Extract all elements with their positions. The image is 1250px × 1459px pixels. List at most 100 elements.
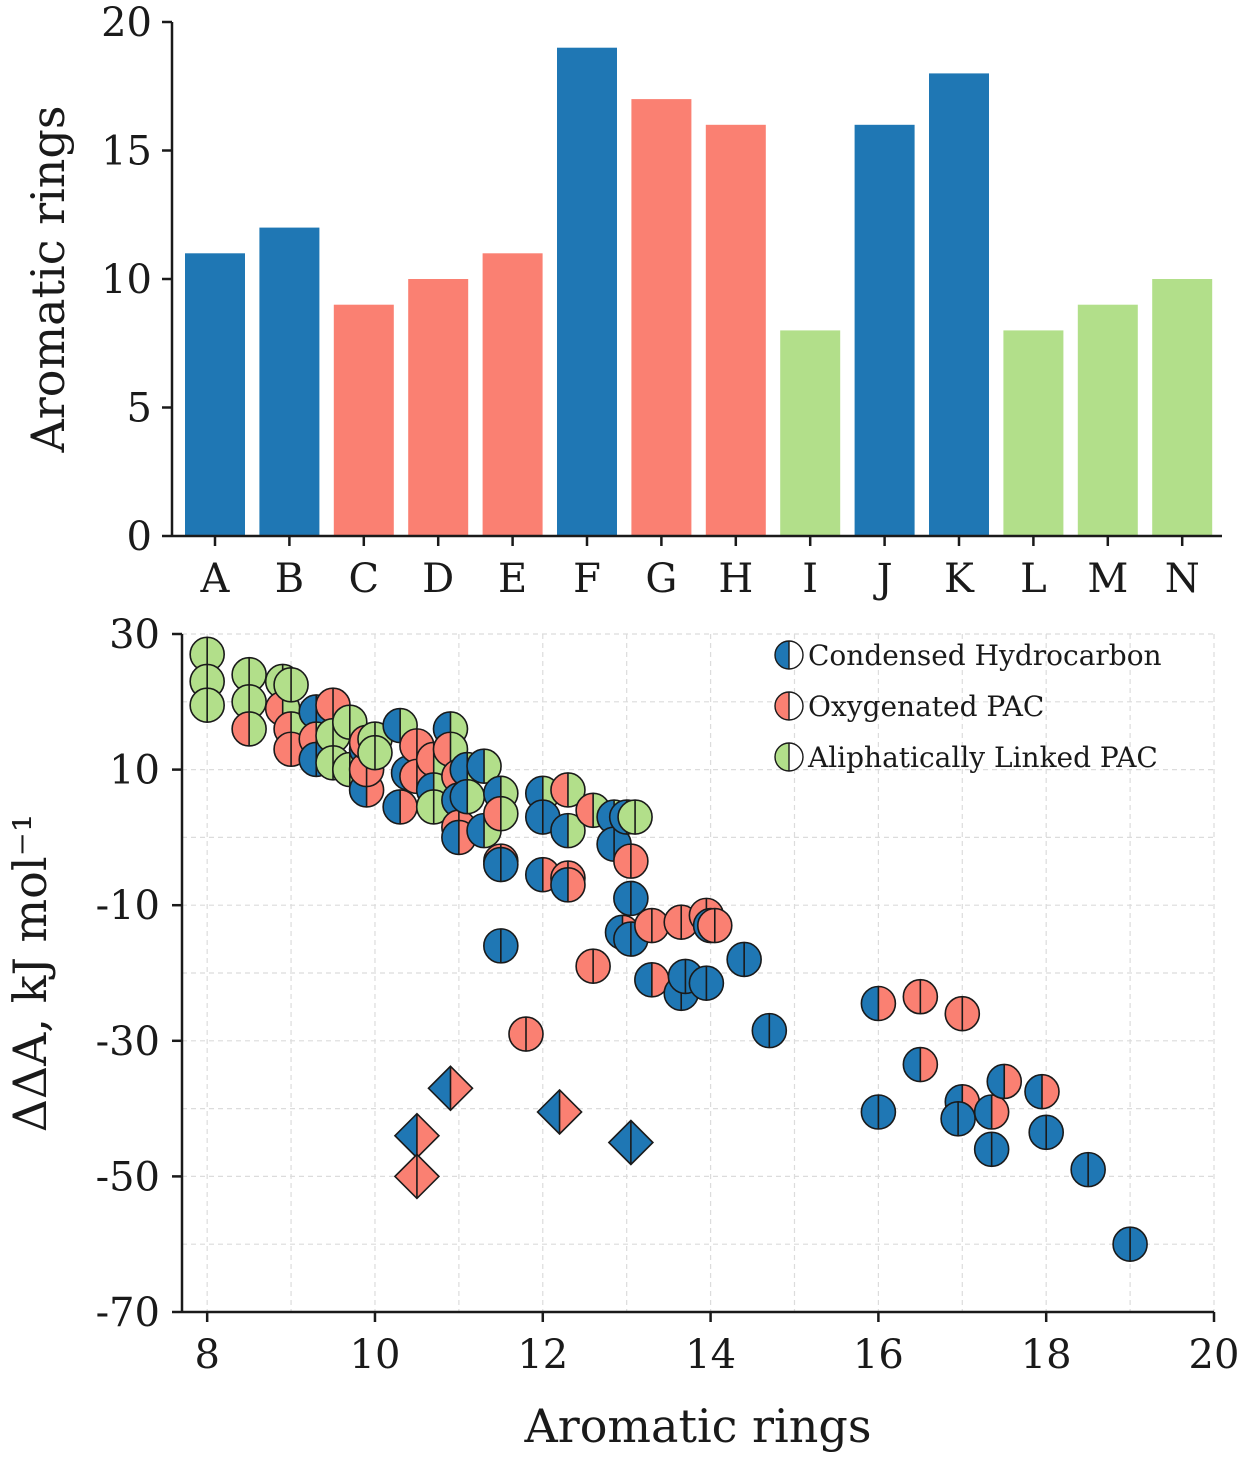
marker-left-half — [576, 949, 594, 984]
marker-left-half — [467, 749, 485, 784]
marker-right-half — [207, 688, 225, 723]
marker-left-half — [1029, 1115, 1047, 1150]
marker-right-half — [559, 1089, 582, 1134]
scatter-x-ticks: 8 10 12 14 16 18 20 — [194, 1312, 1239, 1378]
marker-left-half — [316, 745, 334, 780]
marker-right-half — [1088, 1152, 1106, 1187]
marker-right-half — [714, 908, 732, 943]
scatter-point-circle — [550, 867, 586, 903]
legend-entry-condensed: Condensed Hydrocarbon — [774, 639, 1162, 672]
scatter-point-circle — [973, 1131, 1010, 1168]
marker-right-half — [878, 986, 896, 1021]
marker-left-half — [416, 789, 434, 824]
scatter-point-circle — [902, 978, 939, 1015]
bar-y-tick-label: 20 — [101, 0, 152, 46]
scatter-point-circle — [483, 795, 519, 832]
marker-right-half — [450, 1066, 473, 1111]
marker-right-half — [635, 800, 653, 835]
marker-left-half — [1025, 1074, 1042, 1109]
marker-right-half — [706, 966, 724, 1001]
marker-left-half — [399, 728, 417, 763]
bar-G — [631, 99, 692, 536]
scatter-x-tick-label: 10 — [350, 1332, 401, 1378]
bar-K — [929, 73, 989, 537]
bar-x-tick-label: M — [1087, 556, 1128, 602]
scatter-point-circle — [1024, 1073, 1060, 1110]
bar-y-tick-label: 0 — [127, 514, 152, 560]
scatter-y-tick-label: -30 — [96, 1019, 160, 1065]
marker-left-half — [450, 752, 468, 787]
scatter-point-circle — [986, 1063, 1023, 1100]
scatter-point-circle — [575, 948, 611, 985]
scatter-x-tick-label: 14 — [685, 1332, 736, 1378]
marker-left-half — [664, 905, 682, 940]
bar-L — [1003, 330, 1064, 536]
scatter-point-circle — [357, 734, 393, 771]
bar-x-tick-label: C — [348, 556, 379, 602]
marker-left-half — [483, 928, 501, 963]
marker-right-half — [374, 735, 392, 770]
scatter-x-tick-label: 20 — [1189, 1332, 1240, 1378]
marker-left-half — [608, 1120, 631, 1165]
scatter-point-circle — [696, 907, 733, 944]
legend-marker-left — [775, 743, 789, 771]
scatter-x-tick-label: 8 — [194, 1332, 219, 1378]
marker-left-half — [576, 793, 594, 828]
bar-x-tick-label: E — [498, 556, 527, 602]
marker-left-half — [550, 772, 568, 807]
marker-left-half — [537, 1089, 560, 1134]
marker-left-half — [332, 752, 350, 787]
bar-A — [185, 253, 245, 537]
bar-x-tick-label: I — [802, 556, 818, 602]
scatter-point-circle — [617, 799, 653, 835]
scatter-point-circle — [1028, 1114, 1064, 1151]
scatter-point-circle — [860, 1094, 897, 1130]
marker-right-half — [291, 667, 309, 702]
scatter-point-circle — [1070, 1151, 1106, 1188]
marker-right-half — [630, 1120, 653, 1165]
marker-left-half — [550, 813, 568, 848]
marker-left-half — [299, 694, 317, 729]
scatter-point-diamond — [393, 1112, 441, 1159]
scatter-point-circle — [940, 1100, 976, 1137]
scatter-point-circle — [751, 1012, 788, 1049]
bar-B — [259, 227, 320, 536]
legend-entry-aliphatic: Aliphatically Linked PAC — [774, 741, 1158, 774]
marker-left-half — [613, 844, 631, 879]
marker-left-half — [727, 942, 745, 977]
marker-right-half — [467, 779, 485, 814]
scatter-point-circle — [973, 1094, 1010, 1130]
marker-left-half — [689, 966, 707, 1001]
scatter-point-circle — [688, 965, 725, 1001]
marker-left-half — [483, 847, 501, 882]
bar-y-tick-label: 10 — [101, 257, 152, 303]
marker-right-half — [744, 942, 762, 977]
legend-marker-left — [775, 641, 789, 669]
marker-left-half — [618, 800, 636, 835]
marker-left-half — [441, 820, 459, 855]
scatter-x-tick-label: 12 — [517, 1332, 568, 1378]
scatter-point-circle — [273, 667, 309, 703]
marker-left-half — [613, 881, 631, 916]
marker-right-half — [1004, 1064, 1022, 1099]
scatter-point-circle — [860, 985, 897, 1022]
marker-right-half — [769, 1013, 787, 1048]
marker-right-half — [500, 928, 518, 963]
marker-right-half — [991, 1132, 1009, 1167]
bar-N — [1152, 279, 1213, 536]
marker-right-half — [1046, 1115, 1064, 1150]
legend-marker-right — [789, 743, 803, 771]
marker-left-half — [232, 711, 250, 746]
marker-left-half — [274, 732, 292, 767]
bar-x-tick-label: F — [573, 556, 601, 602]
marker-left-half — [861, 1094, 879, 1129]
scatter-x-tick-label: 16 — [853, 1332, 904, 1378]
marker-left-half — [383, 789, 401, 824]
marker-right-half — [878, 1094, 896, 1129]
bar-C — [333, 304, 394, 536]
marker-right-half — [567, 867, 585, 902]
marker-left-half — [668, 959, 686, 994]
marker-left-half — [509, 1017, 526, 1052]
